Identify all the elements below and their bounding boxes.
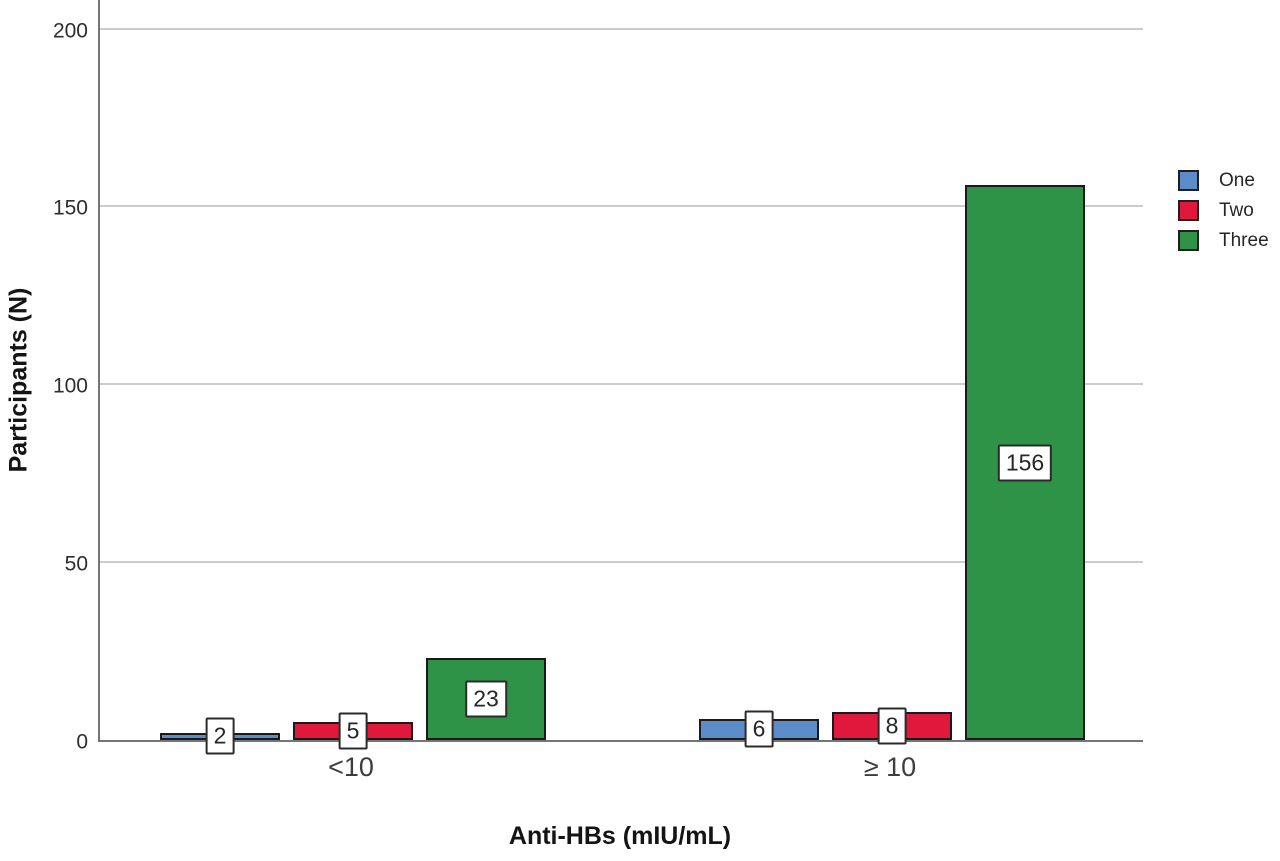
plot-area: 2 5 23 6 8 156 bbox=[98, 0, 1143, 755]
legend-swatch-icon bbox=[1178, 230, 1199, 251]
gridline bbox=[100, 561, 1143, 564]
legend-swatch-icon bbox=[1178, 170, 1199, 191]
x-axis-title: Anti-HBs (mIU/mL) bbox=[508, 822, 732, 850]
gridline bbox=[100, 383, 1143, 386]
x-category-label: ≥ 10 bbox=[863, 752, 917, 782]
bar-value-label: 6 bbox=[744, 710, 774, 748]
legend-item-two: Two bbox=[1178, 200, 1269, 221]
legend-label: One bbox=[1219, 170, 1255, 191]
bar-value-label: 5 bbox=[338, 712, 368, 750]
legend-label: Three bbox=[1219, 230, 1269, 251]
legend-item-one: One bbox=[1178, 170, 1269, 191]
legend-label: Two bbox=[1219, 200, 1254, 221]
y-tick-label: 150 bbox=[52, 196, 88, 220]
gridline bbox=[100, 27, 1143, 30]
y-tick-label: 100 bbox=[52, 374, 88, 398]
gridline bbox=[100, 205, 1143, 208]
bar-value-label: 23 bbox=[465, 680, 507, 718]
y-tick-label: 200 bbox=[52, 19, 88, 43]
legend-swatch-icon bbox=[1178, 200, 1199, 221]
y-tick-labels: 0 50 100 150 200 bbox=[0, 0, 88, 752]
bar-value-label: 8 bbox=[877, 707, 907, 745]
bar-value-label: 2 bbox=[205, 717, 235, 755]
x-category-label: <10 bbox=[328, 752, 374, 782]
bar-value-label: 156 bbox=[997, 444, 1053, 482]
y-tick-label: 0 bbox=[76, 730, 88, 754]
legend: One Two Three bbox=[1178, 170, 1269, 260]
y-tick-label: 50 bbox=[64, 552, 88, 576]
legend-item-three: Three bbox=[1178, 230, 1269, 251]
